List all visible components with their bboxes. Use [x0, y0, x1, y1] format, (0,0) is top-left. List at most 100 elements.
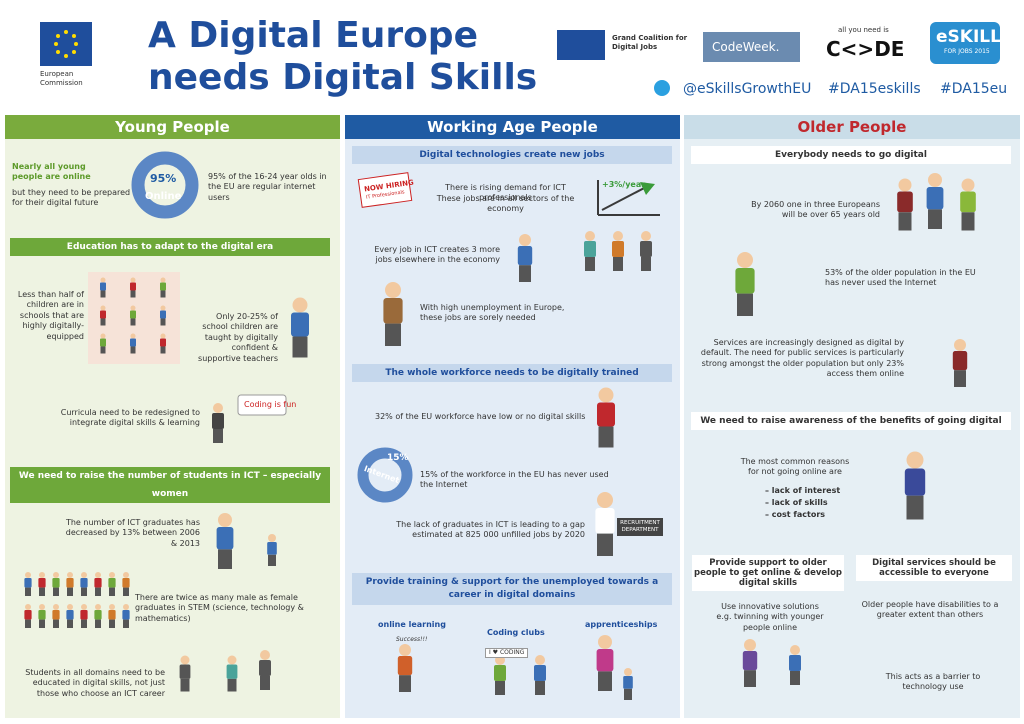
figure-part [613, 231, 623, 241]
figure-part [25, 604, 31, 610]
figure-part [25, 572, 31, 578]
young-heading: Young People [115, 118, 230, 136]
online-note: but they need to be prepared for their d… [12, 188, 131, 208]
young-header-bg [5, 115, 340, 139]
multiplier: Every job in ICT creates 3 more jobs els… [374, 245, 500, 265]
figure-part [100, 305, 106, 311]
figure-part [24, 578, 32, 588]
figure-part [928, 209, 942, 229]
figure-part [961, 178, 975, 192]
schools: Less than half of children are in school… [17, 290, 84, 341]
figure-part [641, 257, 651, 271]
figure-part [179, 664, 191, 679]
figure-part [494, 665, 506, 681]
disabilities: Older people have disabilities to a grea… [861, 600, 999, 620]
figure-part [160, 346, 166, 354]
twitter-handle: @eSkillsGrowthEU [683, 81, 812, 97]
reason: – cost factors [765, 510, 826, 519]
figure-part [517, 246, 533, 266]
figure-part [212, 413, 224, 429]
figure-part [81, 604, 87, 610]
figure-part [38, 610, 46, 620]
title-line1: A Digital Europe [148, 15, 478, 56]
figure-part [160, 338, 166, 347]
figure-part [130, 305, 136, 311]
banner: Digital technologies create new jobs [352, 146, 672, 164]
figure-part [67, 604, 73, 610]
figure-part [218, 549, 232, 569]
eskills: eSKILLS [936, 27, 1014, 47]
figure-part [641, 231, 651, 241]
banner: Provide training & support for the unemp… [352, 573, 672, 605]
figure-part [260, 676, 270, 690]
age: By 2060 one in three Europeans will be o… [751, 200, 880, 220]
figure-part [926, 187, 944, 210]
coding-sign: I ♥ CODING [485, 648, 529, 658]
figure-part [385, 323, 401, 346]
gender: There are twice as many male as female g… [135, 593, 304, 623]
codeweek: CodeWeek. [712, 40, 780, 54]
figure-part [213, 403, 223, 413]
figure-part [744, 670, 756, 687]
figure-part [954, 370, 966, 387]
twitter-icon [654, 80, 670, 96]
figure-part [385, 282, 401, 298]
eskills-sub: FOR JOBS 2015 [944, 48, 990, 55]
figure-part [180, 678, 190, 692]
reason: – lack of skills [765, 498, 828, 507]
figure-part [108, 578, 116, 588]
recruitment-sign-text: RECRUITMENT DEPARTMENT [620, 520, 660, 534]
figure-part [123, 604, 129, 610]
people-figures [24, 173, 976, 700]
figure-part [160, 333, 166, 339]
figure-part [66, 578, 74, 588]
figure-part [598, 387, 614, 403]
figure-part [744, 639, 756, 651]
working-header-bg [345, 115, 680, 139]
figure-part [109, 572, 115, 578]
figure-part [130, 346, 136, 354]
figure-part [25, 619, 31, 628]
figure-part [39, 572, 45, 578]
banner: We need to raise the number of students … [10, 467, 330, 503]
figure-part [904, 468, 926, 496]
figure-part [38, 578, 46, 588]
figure-part [130, 318, 136, 326]
figure-part [100, 338, 106, 347]
figure-part [53, 619, 59, 628]
figure-part [597, 402, 615, 427]
figure-part [906, 495, 924, 520]
never: 15% of the workforce in the EU has never… [420, 470, 609, 490]
services: Services are increasingly designed as di… [700, 338, 904, 379]
figure-part [53, 604, 59, 610]
figure-part [81, 587, 87, 596]
figure-part [218, 513, 232, 527]
figure-part [109, 604, 115, 610]
banner: Education has to adapt to the digital er… [10, 238, 330, 256]
success: Success!!! [396, 636, 428, 643]
figure-part [397, 656, 413, 676]
figure-part [898, 212, 912, 231]
figure-part [898, 178, 912, 192]
figure-part [81, 619, 87, 628]
figure-part [928, 173, 942, 187]
figure-part [94, 578, 102, 588]
figure-part [100, 310, 106, 319]
figure-part [954, 339, 966, 351]
codeweek-logo [703, 32, 800, 62]
access-box: Digital services should be accessible to… [856, 555, 1012, 581]
growth-arrow [640, 182, 655, 195]
figure-part [67, 587, 73, 596]
figure-part [123, 619, 129, 628]
figure-part [535, 655, 545, 665]
figure-part [39, 604, 45, 610]
figure-part [67, 619, 73, 628]
figure-part [790, 645, 800, 655]
figure-part [160, 310, 166, 319]
figure-part [81, 572, 87, 578]
figure-part [100, 318, 106, 326]
figure-part [226, 664, 238, 679]
figure-part [291, 312, 309, 337]
banner: We need to raise awareness of the benefi… [691, 412, 1011, 430]
